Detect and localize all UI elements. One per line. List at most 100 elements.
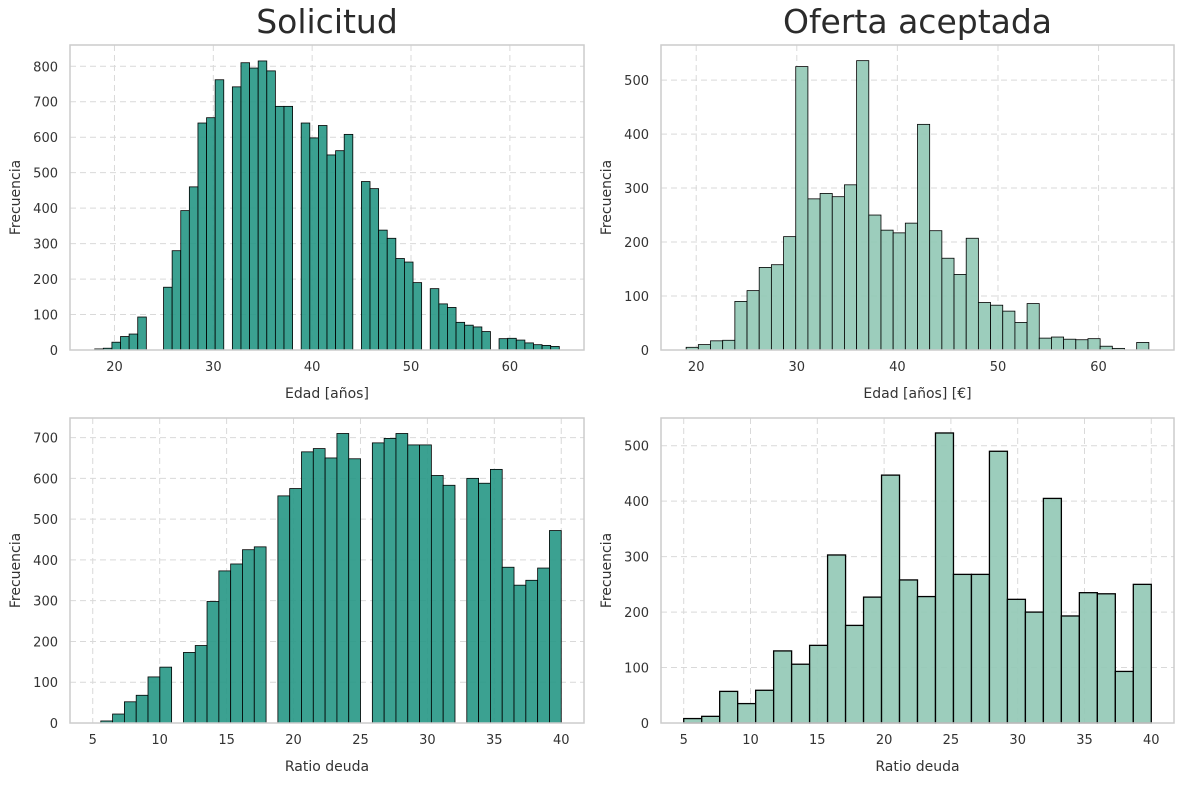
- histogram-bar: [253, 546, 267, 724]
- histogram-bar: [171, 250, 182, 351]
- histogram-bar: [419, 444, 432, 724]
- histogram-bar: [478, 482, 491, 724]
- histogram-bar: [501, 566, 515, 724]
- histogram-bar: [1078, 592, 1098, 724]
- histogram-bar: [1024, 611, 1045, 724]
- histogram-bar: [1063, 338, 1077, 351]
- histogram-bar: [128, 333, 139, 351]
- histogram-bar: [455, 321, 466, 351]
- histogram-bar: [194, 645, 208, 724]
- y-tick-label: 600: [33, 472, 58, 487]
- histogram-bar: [266, 70, 276, 351]
- chart-age-solicitud: 20 30 40 50 600100200300400500600700800Edad …: [8, 44, 585, 402]
- histogram-bar: [826, 554, 847, 724]
- histogram-bar: [1136, 342, 1150, 351]
- y-tick-label: 0: [641, 344, 649, 359]
- y-tick-label: 100: [33, 309, 58, 324]
- histogram-bar: [549, 530, 562, 724]
- histogram-bar: [525, 579, 539, 724]
- y-axis-label: Frecuencia: [599, 160, 615, 235]
- histogram-bar: [112, 713, 125, 724]
- y-tick-label: 300: [33, 238, 58, 253]
- histogram-bar: [701, 715, 721, 724]
- histogram-bar: [1096, 593, 1116, 724]
- plot-frame: [660, 417, 1175, 724]
- histogram-bar: [844, 624, 865, 724]
- histogram-bar: [395, 258, 405, 351]
- histogram-bar: [111, 341, 121, 351]
- histogram-bar: [218, 570, 232, 724]
- histogram-bar: [447, 307, 457, 351]
- histogram-bar: [137, 316, 147, 351]
- histogram-bar: [1060, 615, 1081, 724]
- plot-frame: [69, 44, 585, 351]
- y-tick-label: 500: [624, 440, 649, 455]
- y-tick-label: 400: [33, 554, 58, 569]
- histogram-bar: [533, 344, 543, 351]
- histogram-bar: [856, 60, 870, 351]
- histogram-bar: [438, 303, 448, 351]
- histogram-bar: [790, 663, 811, 724]
- histogram-bar: [988, 450, 1009, 724]
- y-tick-label: 400: [624, 495, 649, 510]
- histogram-bar: [206, 601, 220, 724]
- histogram-bar: [754, 689, 775, 724]
- y-tick-label: 300: [624, 551, 649, 566]
- histogram-bar: [965, 237, 979, 351]
- histogram-bar: [831, 196, 845, 351]
- x-tick-label: 20: [285, 733, 302, 748]
- y-tick-label: 400: [33, 202, 58, 217]
- histogram-bar: [214, 79, 225, 351]
- y-tick-label: 300: [624, 182, 649, 197]
- x-axis-label: Ratio deuda: [875, 759, 959, 775]
- y-tick-label: 200: [624, 236, 649, 251]
- histogram-bar: [317, 125, 328, 351]
- histogram-bar: [515, 339, 526, 351]
- histogram-bar: [230, 563, 243, 724]
- histogram-bar: [283, 105, 293, 351]
- y-tick-label: 500: [33, 167, 58, 182]
- y-axis-label: Frecuencia: [8, 160, 24, 235]
- histogram-bar: [197, 122, 207, 351]
- x-tick-label: 40: [1143, 733, 1160, 748]
- y-tick-label: 100: [33, 676, 58, 691]
- histogram-bar: [464, 324, 474, 351]
- histogram-bar: [904, 222, 918, 351]
- histogram-bar: [934, 432, 955, 724]
- histogram-bar: [404, 261, 414, 351]
- x-tick-label: 40: [889, 360, 906, 375]
- histogram-bar: [970, 573, 991, 724]
- histogram-bar: [257, 60, 268, 351]
- histogram-bar: [722, 339, 736, 351]
- histogram-bar: [917, 123, 931, 351]
- x-tick-label: 20: [876, 733, 893, 748]
- histogram-bar: [1132, 583, 1152, 724]
- x-tick-label: 30: [419, 733, 436, 748]
- histogram-bar: [929, 230, 943, 351]
- x-tick-label: 10: [742, 733, 759, 748]
- y-axis-label: Frecuencia: [8, 533, 24, 608]
- histogram-bar: [537, 567, 550, 724]
- histogram-bar: [746, 290, 760, 351]
- histogram-bar: [188, 186, 199, 351]
- x-tick-label: 15: [218, 733, 235, 748]
- histogram-bar: [1026, 303, 1040, 351]
- histogram-bar: [163, 286, 173, 351]
- x-tick-label: 35: [1076, 733, 1093, 748]
- histogram-bar: [466, 477, 479, 724]
- column-title-oferta-aceptada: Oferta aceptada: [782, 2, 1053, 41]
- histogram-bar: [807, 198, 821, 351]
- x-tick-label: 35: [486, 733, 503, 748]
- histogram-bar: [795, 66, 809, 351]
- histogram-bar: [1002, 310, 1016, 351]
- y-tick-label: 100: [624, 662, 649, 677]
- x-tick-label: 20: [688, 360, 705, 375]
- histogram-bar: [481, 331, 491, 351]
- histogram-bar: [183, 652, 196, 724]
- x-axis-label: Edad [años] [€]: [863, 386, 971, 402]
- plot-frame: [69, 417, 585, 724]
- histogram-bar: [442, 484, 456, 724]
- histogram-bar: [490, 468, 503, 724]
